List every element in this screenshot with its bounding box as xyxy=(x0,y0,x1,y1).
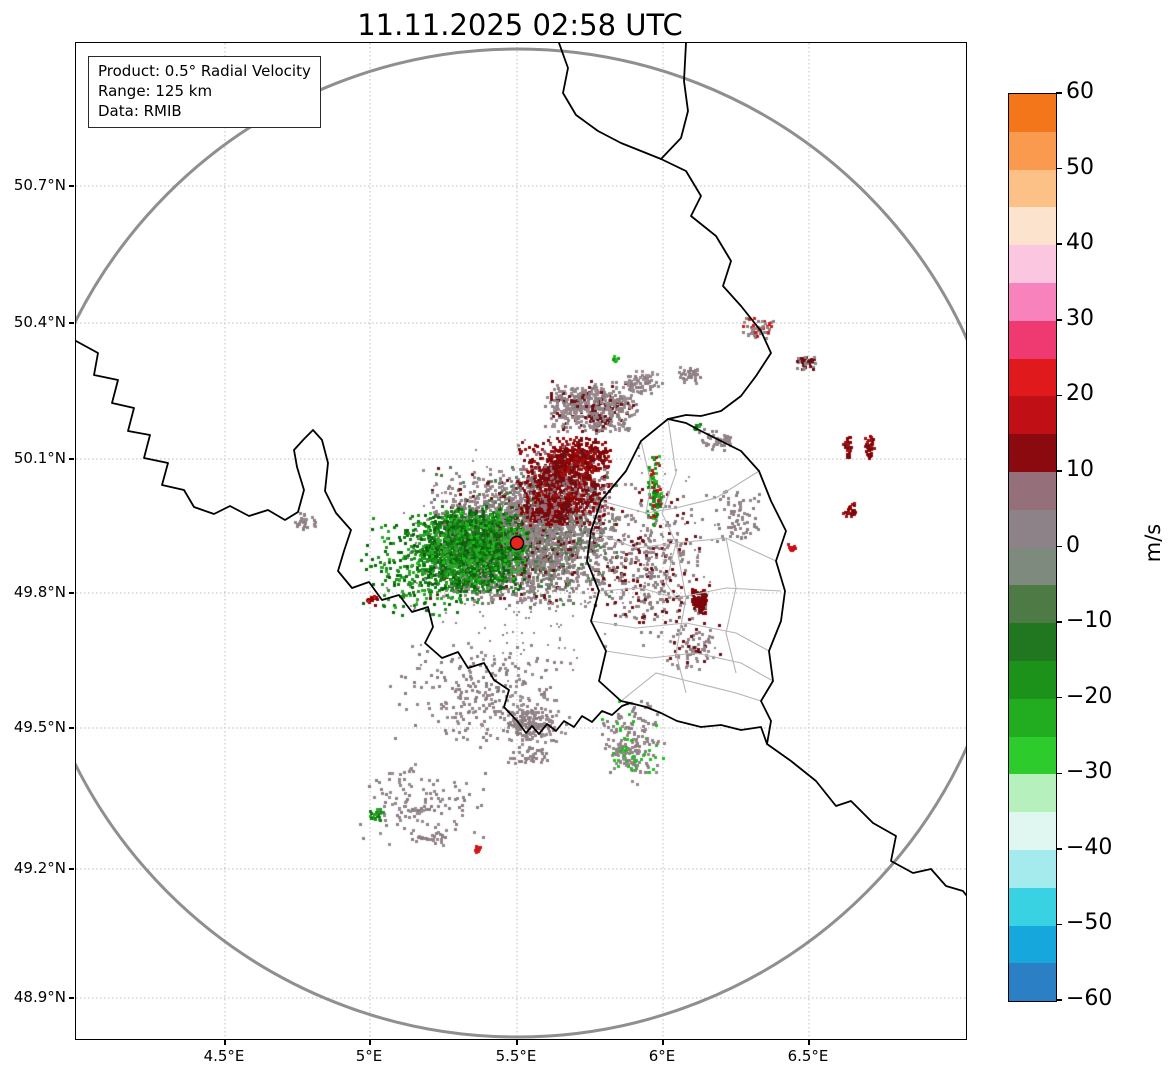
colorbar-bin-5-10 xyxy=(1009,471,1056,510)
colorbar-tick-mark xyxy=(1056,621,1062,623)
colorbar-bin--55--50 xyxy=(1009,925,1056,964)
colorbar-tick-label: −40 xyxy=(1066,834,1113,860)
colorbar-bin--10--5 xyxy=(1009,585,1056,624)
colorbar-bin-40-45 xyxy=(1009,207,1056,246)
y-tick-mark xyxy=(69,322,74,324)
colorbar-tick-mark xyxy=(1056,92,1062,94)
radar-site-marker xyxy=(509,535,525,551)
colorbar-bin--40--35 xyxy=(1009,812,1056,850)
colorbar-bin-10-15 xyxy=(1009,434,1056,472)
colorbar-tick-mark xyxy=(1056,167,1062,170)
border-belgium-netherlands xyxy=(558,43,662,160)
colorbar-bin-15-20 xyxy=(1009,396,1056,435)
colorbar-tick-label: −10 xyxy=(1066,608,1113,634)
x-tick-label: 4.5°E xyxy=(203,1047,245,1065)
x-tick-mark xyxy=(808,1040,810,1045)
colorbar-tick-mark xyxy=(1056,999,1062,1001)
colorbar-tick-mark xyxy=(1056,923,1062,926)
colorbar-bin--5-0 xyxy=(1009,547,1056,586)
colorbar-tick-mark xyxy=(1056,772,1062,774)
colorbar-tick-label: 30 xyxy=(1066,305,1094,331)
colorbar xyxy=(1008,93,1057,1002)
border-luxembourg xyxy=(586,418,787,745)
colorbar-tick-label: 20 xyxy=(1066,381,1094,407)
colorbar-bin-25-30 xyxy=(1009,320,1056,359)
colorbar-bin-20-25 xyxy=(1009,358,1056,397)
y-tick-mark xyxy=(69,727,74,729)
map-plot-area: Product: 0.5° Radial Velocity Range: 125… xyxy=(75,42,967,1040)
y-tick-mark xyxy=(69,185,74,187)
y-tick-mark xyxy=(69,868,74,870)
info-range: Range: 125 km xyxy=(98,81,213,100)
x-tick-label: 6°E xyxy=(648,1047,676,1065)
colorbar-bin--50--45 xyxy=(1009,887,1056,926)
colorbar-bin--15--10 xyxy=(1009,623,1056,661)
info-product: Product: 0.5° Radial Velocity xyxy=(98,62,311,80)
colorbar-bin--25--20 xyxy=(1009,698,1056,737)
y-tick-label: 48.9°N xyxy=(13,988,66,1006)
colorbar-bin--45--40 xyxy=(1009,849,1056,888)
y-tick-label: 50.1°N xyxy=(13,449,66,467)
y-tick-label: 50.4°N xyxy=(13,313,66,331)
colorbar-tick-label: −50 xyxy=(1066,910,1113,936)
colorbar-tick-mark xyxy=(1056,319,1062,321)
border-france-germany xyxy=(766,743,966,896)
y-tick-mark xyxy=(69,458,74,460)
colorbar-bin--20--15 xyxy=(1009,660,1056,699)
colorbar-bin-45-50 xyxy=(1009,169,1056,208)
colorbar-tick-label: 10 xyxy=(1066,456,1094,482)
x-tick-label: 6.5°E xyxy=(787,1047,829,1065)
colorbar-bin-50-55 xyxy=(1009,131,1056,170)
colorbar-tick-label: 40 xyxy=(1066,230,1094,256)
figure-title: 11.11.2025 02:58 UTC xyxy=(357,8,683,42)
colorbar-tick-label: 50 xyxy=(1066,154,1094,180)
colorbar-unit-label: m/s xyxy=(1141,523,1165,563)
y-tick-label: 50.7°N xyxy=(13,176,66,194)
colorbar-tick-label: −60 xyxy=(1066,986,1113,1011)
colorbar-tick-mark xyxy=(1056,545,1062,548)
colorbar-bin-30-35 xyxy=(1009,282,1056,321)
colorbar-bin--30--25 xyxy=(1009,736,1056,775)
y-tick-label: 49.2°N xyxy=(13,859,66,877)
borders-layer xyxy=(76,43,966,896)
x-tick-mark xyxy=(662,1040,664,1045)
border-belgium-germany xyxy=(660,158,772,420)
colorbar-tick-label: 0 xyxy=(1066,532,1080,558)
border-france-belgium xyxy=(76,340,631,735)
colorbar-tick-mark xyxy=(1056,848,1062,850)
colorbar-tick-mark xyxy=(1056,243,1062,245)
colorbar-bin-35-40 xyxy=(1009,245,1056,283)
x-tick-label: 5°E xyxy=(355,1047,383,1065)
info-data-source: Data: RMIB xyxy=(98,101,182,120)
y-tick-label: 49.8°N xyxy=(13,583,66,601)
x-tick-mark xyxy=(516,1040,518,1045)
product-info-box: Product: 0.5° Radial Velocity Range: 125… xyxy=(88,56,321,129)
x-tick-label: 5.5°E xyxy=(495,1047,537,1065)
colorbar-tick-mark xyxy=(1056,696,1062,699)
colorbar-tick-label: 60 xyxy=(1066,79,1094,104)
y-tick-label: 49.5°N xyxy=(13,718,66,736)
colorbar-bin-55-60 xyxy=(1009,94,1056,132)
colorbar-bin-0-5 xyxy=(1009,509,1056,548)
colorbar-bin--35--30 xyxy=(1009,774,1056,813)
y-tick-mark xyxy=(69,592,74,594)
colorbar-tick-label: −30 xyxy=(1066,759,1113,785)
x-tick-mark xyxy=(224,1040,226,1045)
colorbar-tick-label: −20 xyxy=(1066,683,1113,709)
colorbar-tick-mark xyxy=(1056,394,1062,397)
border-netherlands-germany xyxy=(660,43,689,160)
y-tick-mark xyxy=(69,997,74,999)
x-tick-mark xyxy=(369,1040,371,1045)
colorbar-bin--60--55 xyxy=(1009,963,1056,1002)
colorbar-tick-mark xyxy=(1056,470,1062,472)
